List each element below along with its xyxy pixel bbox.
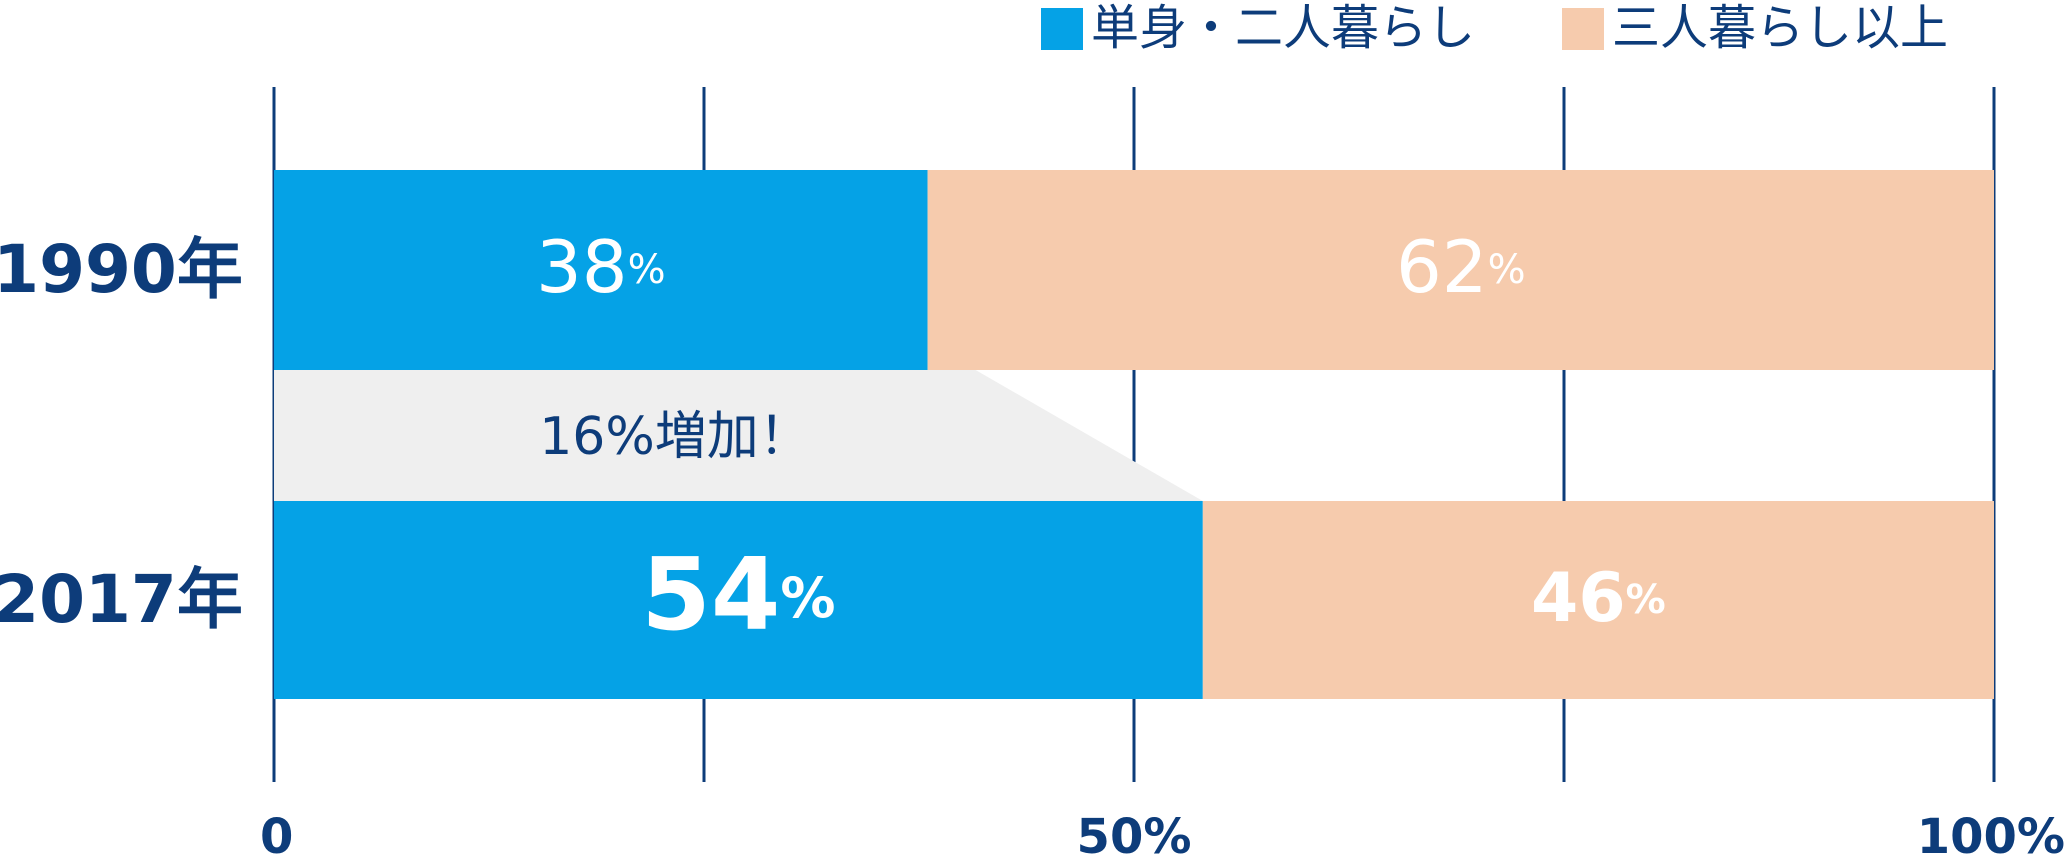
bar bbox=[274, 501, 1203, 699]
y-tick-label: 1990年 bbox=[0, 231, 243, 308]
x-tick-label: 0 bbox=[260, 809, 293, 864]
data-label-unit: % bbox=[1626, 577, 1666, 623]
data-label: 54% bbox=[641, 536, 835, 653]
data-label-number: 54 bbox=[641, 536, 780, 653]
data-label: 46% bbox=[1531, 559, 1666, 638]
increase-band bbox=[274, 370, 1203, 501]
data-label: 62% bbox=[1396, 225, 1526, 309]
data-label-number: 38 bbox=[536, 225, 628, 309]
y-tick-label: 2017年 bbox=[0, 561, 243, 638]
bar bbox=[1202, 501, 1994, 699]
bars bbox=[274, 170, 1994, 699]
legend-label: 三人暮らし以上 bbox=[1612, 0, 1948, 56]
legend-swatch bbox=[1562, 8, 1604, 50]
data-label-number: 62 bbox=[1396, 225, 1488, 309]
x-tick-label: 50% bbox=[1077, 809, 1192, 864]
bar bbox=[927, 170, 1994, 370]
x-tick-label: 100% bbox=[1917, 809, 2065, 864]
data-label-unit: % bbox=[628, 247, 666, 293]
legend-label: 単身・二人暮らし bbox=[1091, 0, 1475, 56]
data-label-unit: % bbox=[1488, 247, 1526, 293]
data-label-number: 46 bbox=[1531, 559, 1626, 638]
bar bbox=[274, 170, 928, 370]
data-label-unit: % bbox=[780, 566, 835, 630]
legend-swatch bbox=[1041, 8, 1083, 50]
annotation: 16%増加！ bbox=[539, 407, 811, 467]
data-label: 38% bbox=[536, 225, 666, 309]
